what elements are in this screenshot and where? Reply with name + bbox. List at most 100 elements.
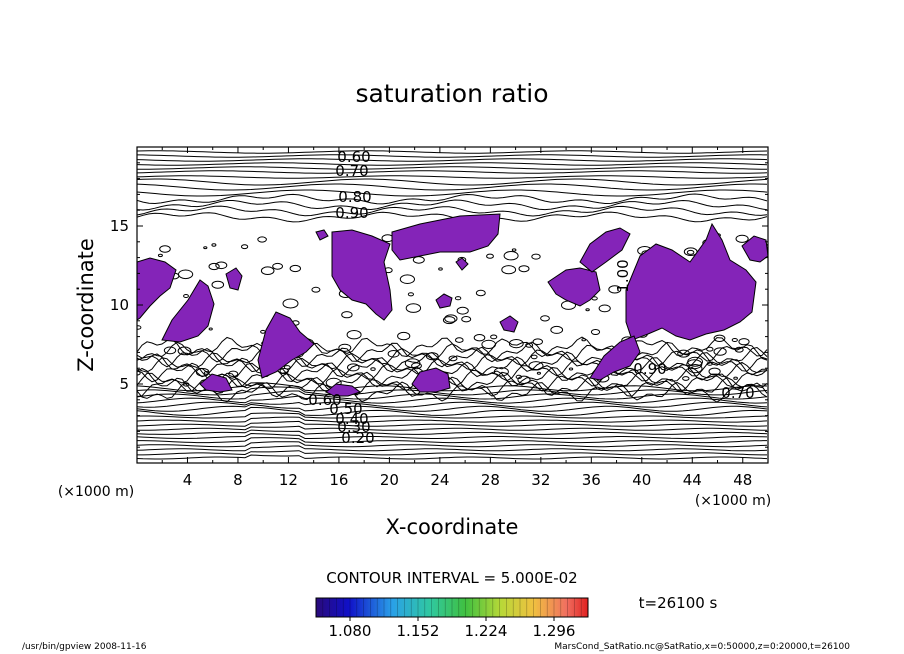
fill-region xyxy=(391,213,501,261)
contour-label: 1.00 xyxy=(614,259,632,292)
fill-region xyxy=(199,373,233,393)
contour-line xyxy=(137,425,768,431)
contour-line xyxy=(137,183,768,191)
time-label: t=26100 s xyxy=(639,594,718,612)
contour-loop xyxy=(208,262,220,271)
contour-loop xyxy=(405,303,422,313)
contour-loop xyxy=(708,367,721,376)
contour-line xyxy=(137,441,768,448)
x-axis-label: X-coordinate xyxy=(386,515,519,539)
contour-loop xyxy=(157,253,163,258)
contour-line xyxy=(137,154,768,158)
contour-label: 0.30 xyxy=(337,418,370,436)
contour-loop xyxy=(338,343,352,352)
colorbar-tick-label: 1.224 xyxy=(465,622,508,640)
contour-loop xyxy=(454,296,462,301)
contour-label: 0.40 xyxy=(335,410,368,428)
contour-loop xyxy=(456,306,469,315)
contour-loop xyxy=(733,376,738,380)
contour-line xyxy=(137,158,768,162)
contour-loop xyxy=(195,368,210,377)
contour-loop xyxy=(411,362,422,370)
colorbar-tick-label: 1.296 xyxy=(533,622,576,640)
contour-loop xyxy=(734,346,744,353)
contour-loop xyxy=(531,253,541,260)
contour-label: 0.50 xyxy=(329,400,362,418)
contour-loop xyxy=(536,371,542,375)
fill-region xyxy=(257,311,315,379)
contour-loop xyxy=(508,339,524,349)
contour-line xyxy=(137,395,768,404)
fill-region xyxy=(589,335,641,381)
contour-line xyxy=(137,429,768,435)
contour-loop xyxy=(178,269,194,280)
colorbar-dividers xyxy=(322,598,582,617)
y-axis: 5 10 15 xyxy=(110,162,768,448)
contour-loop xyxy=(407,292,414,297)
x-tick-label: 12 xyxy=(279,471,298,489)
fill-region xyxy=(161,279,215,343)
contour-loop xyxy=(203,246,208,250)
contour-loop xyxy=(486,253,494,259)
contour-label: 0.70 xyxy=(335,162,368,180)
contour-loop xyxy=(387,350,400,358)
contour-loop xyxy=(677,349,690,358)
contour-line xyxy=(137,432,768,439)
contour-loop xyxy=(444,314,458,323)
contour-loop xyxy=(211,280,225,289)
contour-loop xyxy=(517,375,531,384)
contour-label: 0.60 xyxy=(308,391,341,409)
contour-line xyxy=(137,376,768,398)
supersaturated-regions xyxy=(137,213,768,397)
contour-line xyxy=(137,205,768,217)
contour-loop xyxy=(289,264,301,273)
contour-line xyxy=(137,199,768,211)
contour-line xyxy=(137,390,768,400)
contour-loop xyxy=(528,361,544,371)
contour-loop xyxy=(585,308,590,312)
contour-line xyxy=(137,162,768,166)
contour-loop xyxy=(272,262,284,270)
contour-loop xyxy=(511,248,517,252)
contour-line xyxy=(137,406,768,416)
fill-region xyxy=(411,367,451,393)
contour-loop xyxy=(706,361,713,366)
contour-loop xyxy=(481,339,497,349)
fill-region xyxy=(435,293,453,309)
contour-loop xyxy=(461,316,472,323)
chart-title: saturation ratio xyxy=(355,79,548,108)
colorbar-ticks: 1.080 1.152 1.224 1.296 xyxy=(329,617,576,640)
contour-line xyxy=(137,193,768,205)
contour-label: 0.70 xyxy=(721,384,754,402)
contour-loop xyxy=(682,376,690,381)
contour-line xyxy=(137,386,768,396)
contour-loop xyxy=(608,285,622,294)
contour-loop xyxy=(370,367,376,371)
contour-loop xyxy=(341,311,353,319)
contour-loop xyxy=(159,245,171,253)
contour-line xyxy=(137,437,768,444)
fill-region xyxy=(331,229,393,321)
contour-loop xyxy=(735,234,749,243)
contour-line xyxy=(137,150,768,154)
x-tick-label: 48 xyxy=(733,471,752,489)
fill-region xyxy=(225,267,243,291)
contour-loop xyxy=(163,346,177,355)
contour-loop xyxy=(208,327,213,331)
fill-region xyxy=(137,257,177,321)
contour-loop xyxy=(260,266,275,276)
contour-loop xyxy=(598,304,611,313)
y-tick-label: 5 xyxy=(119,375,129,393)
x-tick-label: 28 xyxy=(481,471,500,489)
z-unit-note: (×1000 m) xyxy=(58,484,134,500)
contour-loop xyxy=(518,265,530,273)
contour-loop xyxy=(501,265,517,275)
contour-loop xyxy=(687,356,703,367)
contour-loop xyxy=(706,346,714,352)
contour-label: 0.90 xyxy=(633,360,666,378)
x-tick-label: 16 xyxy=(329,471,348,489)
contour-loop xyxy=(399,274,415,285)
fill-region xyxy=(315,229,329,241)
x-unit-note: (×1000 m) xyxy=(695,493,771,509)
